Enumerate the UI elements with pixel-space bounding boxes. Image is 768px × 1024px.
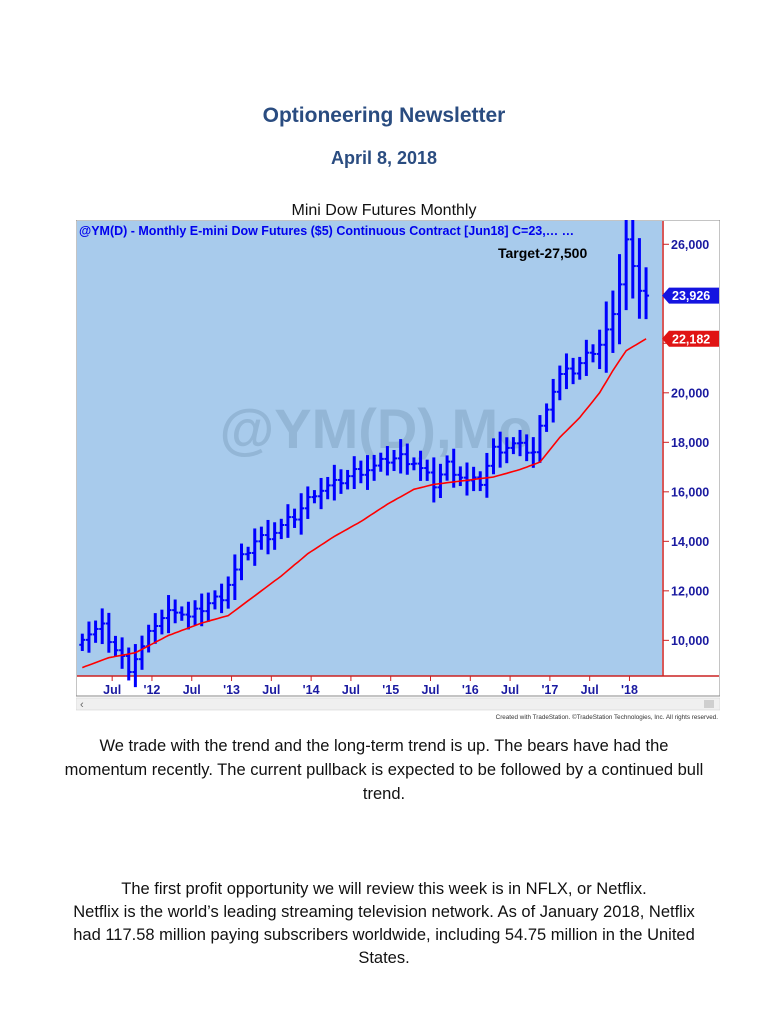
- x-tick-label: Jul: [342, 683, 360, 697]
- newsletter-date: April 8, 2018: [330, 148, 438, 168]
- x-tick-label: Jul: [103, 683, 121, 697]
- newsletter-title: Optioneering Newsletter: [262, 104, 506, 127]
- netflix-paragraph-line2: Netflix is the world’s leading streaming…: [73, 903, 695, 967]
- y-tick-label: 16,000: [671, 485, 709, 499]
- y-axis: 26,000 20,000 18,000 16,000 14,000 12,000 10,0…: [663, 238, 709, 648]
- price-chart: @YM(D),Mo 26,000 20,000 18,000 16,000 14,000…: [76, 220, 720, 724]
- netflix-paragraph-line1: The first profit opportunity we will rev…: [121, 880, 647, 898]
- y-tick-label: 14,000: [671, 535, 709, 549]
- netflix-paragraph: The first profit opportunity we will rev…: [60, 878, 708, 970]
- chart-credit: Created with TradeStation. ©TradeStation…: [496, 713, 719, 721]
- chart-title: @YM(D) - Monthly E-mini Dow Futures ($5)…: [79, 224, 574, 238]
- y-tick-label: 26,000: [671, 238, 709, 252]
- moving-average-label: 22,182: [662, 330, 719, 347]
- price-bars: [79, 220, 650, 688]
- chart-watermark: @YM(D),Mo: [220, 397, 533, 460]
- x-tick-label: '14: [303, 683, 320, 697]
- x-tick-label: Jul: [183, 683, 201, 697]
- last-price-tag: [662, 287, 719, 304]
- last-price-text: 23,926: [672, 289, 710, 303]
- y-tick-label: 12,000: [671, 584, 709, 598]
- x-tick-label: '15: [382, 683, 399, 697]
- x-tick-label: Jul: [262, 683, 280, 697]
- scrollbar-thumb[interactable]: [704, 700, 714, 708]
- target-annotation: Target-27,500: [498, 245, 587, 261]
- x-tick-label: '16: [462, 683, 479, 697]
- moving-average-text: 22,182: [672, 332, 710, 346]
- x-tick-label: Jul: [501, 683, 519, 697]
- y-tick-label: 10,000: [671, 634, 709, 648]
- scroll-left-arrow[interactable]: ‹: [80, 699, 84, 711]
- y-tick-label: 20,000: [671, 386, 709, 400]
- trend-paragraph: We trade with the trend and the long-ter…: [64, 737, 704, 803]
- moving-average-tag: [662, 330, 719, 347]
- x-tick-label: '12: [144, 683, 161, 697]
- x-tick-label: '18: [621, 683, 638, 697]
- x-tick-label: Jul: [421, 683, 439, 697]
- x-axis: Jul '12 Jul '13 Jul '14 Jul '15 Jul '16 Jul '17 Jul '…: [103, 676, 638, 697]
- chart-caption: Mini Dow Futures Monthly: [291, 202, 477, 219]
- x-tick-label: '17: [541, 683, 558, 697]
- x-tick-label: '13: [223, 683, 240, 697]
- scrollbar-track[interactable]: [76, 697, 720, 711]
- y-tick-label: 18,000: [671, 436, 709, 450]
- moving-average-line: [82, 338, 647, 669]
- chart-svg: @YM(D),Mo 26,000 20,000 18,000 16,000 14,000…: [76, 220, 720, 721]
- x-tick-label: Jul: [581, 683, 599, 697]
- last-price-label: 23,926: [662, 287, 719, 304]
